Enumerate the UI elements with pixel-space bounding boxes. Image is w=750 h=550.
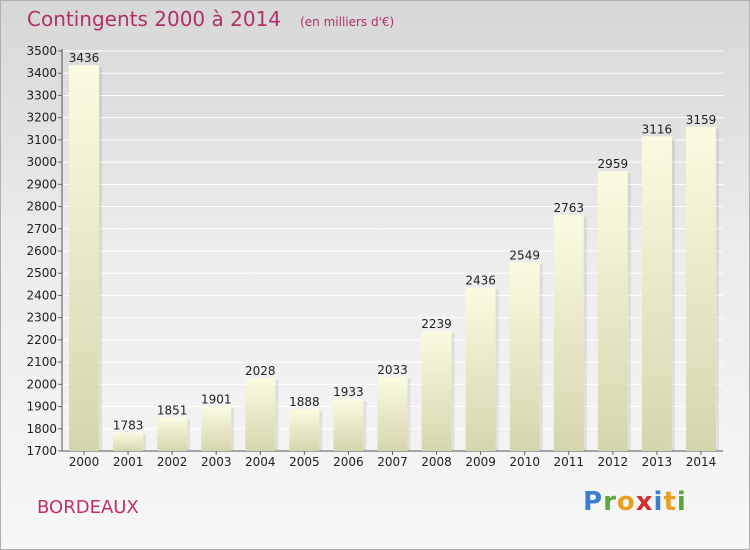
bar [465, 287, 496, 451]
y-tick-label: 1900 [26, 400, 57, 414]
data-label: 2549 [509, 248, 540, 262]
y-tick-label: 3500 [26, 44, 57, 58]
bar [553, 214, 584, 451]
y-tick-label: 1700 [26, 444, 57, 458]
data-label: 2028 [245, 364, 276, 378]
y-tick-label: 2500 [26, 266, 57, 280]
y-tick-label: 1800 [26, 422, 57, 436]
bar [157, 417, 188, 451]
data-label: 3116 [642, 122, 673, 136]
bar [201, 406, 232, 451]
y-tick-label: 3100 [26, 133, 57, 147]
proxiti-logo: Proxiti [583, 487, 687, 517]
x-tick-label: 2004 [245, 455, 276, 469]
y-tick-label: 3400 [26, 66, 57, 80]
bar [685, 126, 716, 452]
data-label: 2763 [553, 201, 584, 215]
chart-subtitle: (en milliers d'€) [300, 15, 395, 29]
y-tick-label: 2900 [26, 177, 57, 191]
bar [509, 262, 540, 451]
x-tick-label: 2012 [598, 455, 629, 469]
x-tick-label: 2011 [553, 455, 584, 469]
bar [641, 136, 672, 452]
y-tick-label: 2700 [26, 222, 57, 236]
y-tick-label: 2800 [26, 200, 57, 214]
data-label: 1901 [201, 392, 232, 406]
bar [289, 409, 320, 451]
data-label: 2239 [421, 317, 452, 331]
bar [113, 432, 144, 451]
bar [245, 378, 276, 451]
x-tick-label: 2005 [289, 455, 320, 469]
bar [597, 171, 628, 451]
chart-title: Contingents 2000 à 2014 [27, 7, 282, 31]
bar [377, 377, 408, 451]
x-tick-label: 2007 [377, 455, 408, 469]
x-tick-label: 2002 [157, 455, 188, 469]
data-label: 1783 [113, 419, 144, 433]
x-tick-label: 2014 [686, 455, 717, 469]
bar [333, 399, 364, 451]
title-row: Contingents 2000 à 2014 (en milliers d'€… [27, 7, 394, 31]
x-tick-label: 2001 [113, 455, 144, 469]
y-tick-label: 2300 [26, 311, 57, 325]
y-tick-label: 3200 [26, 111, 57, 125]
data-label: 2033 [377, 363, 408, 377]
data-label: 2959 [598, 157, 629, 171]
x-tick-label: 2000 [69, 455, 100, 469]
x-tick-label: 2008 [421, 455, 452, 469]
x-tick-label: 2010 [509, 455, 540, 469]
x-tick-label: 2009 [465, 455, 496, 469]
x-tick-label: 2003 [201, 455, 232, 469]
y-tick-label: 2600 [26, 244, 57, 258]
data-label: 1851 [157, 403, 188, 417]
y-tick-label: 2200 [26, 333, 57, 347]
bar [421, 331, 452, 451]
y-tick-label: 2000 [26, 377, 57, 391]
y-tick-label: 3300 [26, 88, 57, 102]
y-tick-label: 3000 [26, 155, 57, 169]
data-label: 1888 [289, 395, 320, 409]
data-label: 2436 [465, 273, 496, 287]
data-label: 1933 [333, 385, 364, 399]
y-tick-label: 2100 [26, 355, 57, 369]
x-tick-label: 2013 [642, 455, 673, 469]
y-tick-label: 2400 [26, 288, 57, 302]
x-tick-label: 2006 [333, 455, 364, 469]
bar [69, 65, 100, 451]
data-label: 3159 [686, 113, 717, 127]
data-label: 3436 [69, 51, 100, 65]
city-label: BORDEAUX [37, 497, 139, 518]
